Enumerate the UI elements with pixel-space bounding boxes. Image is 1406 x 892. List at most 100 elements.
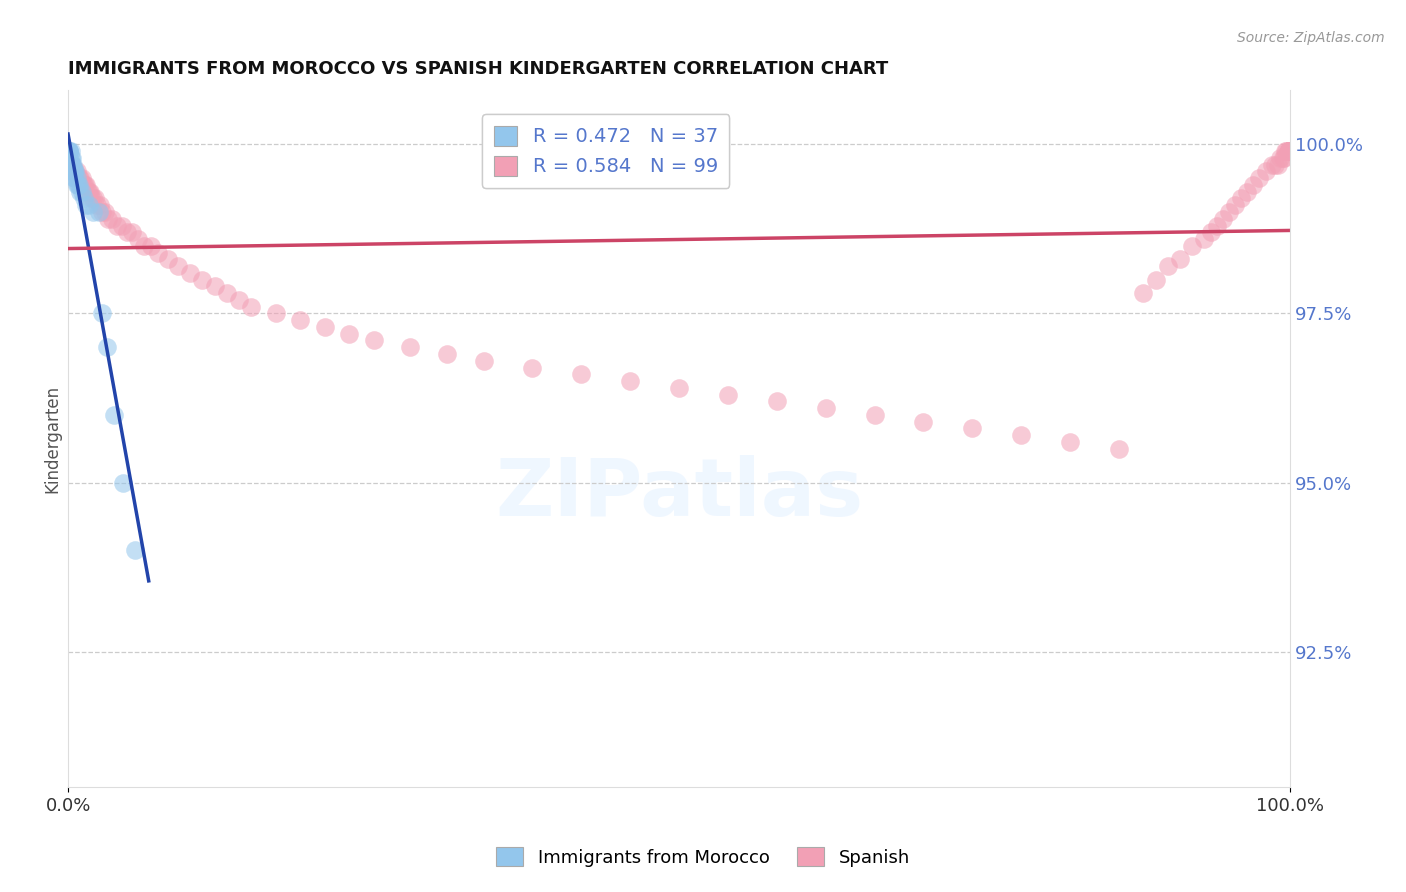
Point <box>69 171 91 186</box>
Point <box>82 192 104 206</box>
Point <box>103 408 125 422</box>
Point <box>66 171 89 186</box>
Point <box>72 178 94 192</box>
Point <box>1059 434 1081 449</box>
Point <box>1264 158 1286 172</box>
Point <box>814 401 837 416</box>
Point <box>58 144 80 158</box>
Point <box>1010 428 1032 442</box>
Point <box>65 164 87 178</box>
Point <box>67 171 90 186</box>
Point <box>1157 259 1180 273</box>
Point <box>58 151 80 165</box>
Point <box>59 158 82 172</box>
Point <box>157 252 180 267</box>
Point <box>1168 252 1191 267</box>
Point <box>436 347 458 361</box>
Point <box>105 219 128 233</box>
Point <box>204 279 226 293</box>
Point <box>82 205 104 219</box>
Point <box>66 178 89 192</box>
Point <box>111 219 134 233</box>
Point <box>63 164 86 178</box>
Point <box>65 164 87 178</box>
Point <box>1278 144 1301 158</box>
Point <box>1275 144 1298 158</box>
Point <box>1274 144 1296 158</box>
Point <box>1278 144 1301 158</box>
Point <box>87 205 110 219</box>
Point <box>863 408 886 422</box>
Point <box>77 198 100 212</box>
Text: Source: ZipAtlas.com: Source: ZipAtlas.com <box>1237 31 1385 45</box>
Point <box>63 171 86 186</box>
Point <box>60 158 83 172</box>
Point <box>59 144 82 158</box>
Point <box>65 171 87 186</box>
Point <box>619 374 641 388</box>
Point <box>73 192 96 206</box>
Point <box>63 164 86 178</box>
Point <box>60 158 83 172</box>
Point <box>115 225 138 239</box>
Point <box>1278 144 1301 158</box>
Point <box>65 171 87 186</box>
Point <box>240 300 263 314</box>
Point <box>101 211 124 226</box>
Text: IMMIGRANTS FROM MOROCCO VS SPANISH KINDERGARTEN CORRELATION CHART: IMMIGRANTS FROM MOROCCO VS SPANISH KINDE… <box>67 60 889 78</box>
Point <box>58 144 80 158</box>
Point <box>290 313 312 327</box>
Point <box>148 245 170 260</box>
Point <box>62 164 84 178</box>
Point <box>91 306 114 320</box>
Point <box>1278 144 1301 158</box>
Point <box>75 178 97 192</box>
Point <box>59 158 82 172</box>
Point <box>1236 185 1258 199</box>
Point <box>1212 211 1234 226</box>
Point <box>668 381 690 395</box>
Point <box>62 158 84 172</box>
Point <box>69 185 91 199</box>
Point <box>569 368 592 382</box>
Point <box>93 205 115 219</box>
Point <box>264 306 287 320</box>
Point <box>59 151 82 165</box>
Legend: R = 0.472   N = 37, R = 0.584   N = 99: R = 0.472 N = 37, R = 0.584 N = 99 <box>482 114 730 188</box>
Point <box>1278 144 1301 158</box>
Point <box>67 178 90 192</box>
Y-axis label: Kindergarten: Kindergarten <box>44 384 60 492</box>
Point <box>65 178 87 192</box>
Point <box>1218 205 1240 219</box>
Point <box>1230 192 1253 206</box>
Point <box>141 239 163 253</box>
Point <box>63 164 86 178</box>
Point <box>62 164 84 178</box>
Point <box>1267 158 1289 172</box>
Point <box>97 211 120 226</box>
Point <box>1278 144 1301 158</box>
Point <box>70 185 93 199</box>
Point <box>167 259 190 273</box>
Point <box>77 185 100 199</box>
Point <box>522 360 544 375</box>
Point <box>96 340 118 354</box>
Point <box>60 158 83 172</box>
Point <box>1271 151 1294 165</box>
Point <box>91 205 114 219</box>
Point <box>60 164 83 178</box>
Point <box>62 164 84 178</box>
Point <box>1249 171 1271 186</box>
Point <box>79 185 101 199</box>
Point <box>314 320 336 334</box>
Point <box>179 266 201 280</box>
Point <box>121 225 143 239</box>
Point <box>472 353 495 368</box>
Point <box>1272 151 1295 165</box>
Point <box>399 340 422 354</box>
Point <box>112 475 135 490</box>
Point <box>89 198 111 212</box>
Point <box>912 415 935 429</box>
Point <box>124 543 146 558</box>
Point <box>1132 286 1154 301</box>
